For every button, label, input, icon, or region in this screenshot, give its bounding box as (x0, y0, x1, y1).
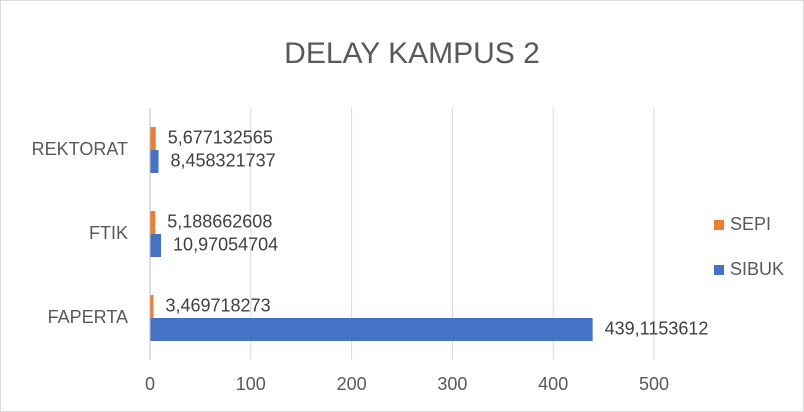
bar (150, 150, 159, 173)
legend-swatch (714, 265, 724, 275)
y-tick-label: FTIK (89, 223, 128, 243)
x-tick-label: 500 (639, 374, 669, 394)
data-label: 439,1153612 (605, 318, 709, 338)
data-label: 5,188662608 (167, 211, 272, 231)
y-tick-label: REKTORAT (32, 139, 128, 159)
legend-label: SIBUK (730, 259, 784, 279)
x-tick-label: 400 (538, 374, 568, 394)
y-tick-label: FAPERTA (48, 307, 128, 327)
legend-swatch (714, 220, 724, 230)
x-tick-label: 200 (337, 374, 367, 394)
data-label: 5,677132565 (168, 127, 273, 147)
data-label: 10,97054704 (173, 234, 278, 254)
x-tick-label: 100 (236, 374, 266, 394)
x-tick-label: 0 (145, 374, 155, 394)
chart-title: DELAY KAMPUS 2 (284, 37, 540, 70)
bar (150, 211, 156, 234)
bar (150, 295, 154, 318)
legend-label: SEPI (730, 214, 771, 234)
data-label: 8,458321737 (171, 150, 276, 170)
data-label: 3,469718273 (165, 295, 270, 315)
bar (150, 127, 156, 150)
bar (150, 318, 593, 341)
bar (150, 234, 162, 257)
x-tick-label: 300 (437, 374, 467, 394)
